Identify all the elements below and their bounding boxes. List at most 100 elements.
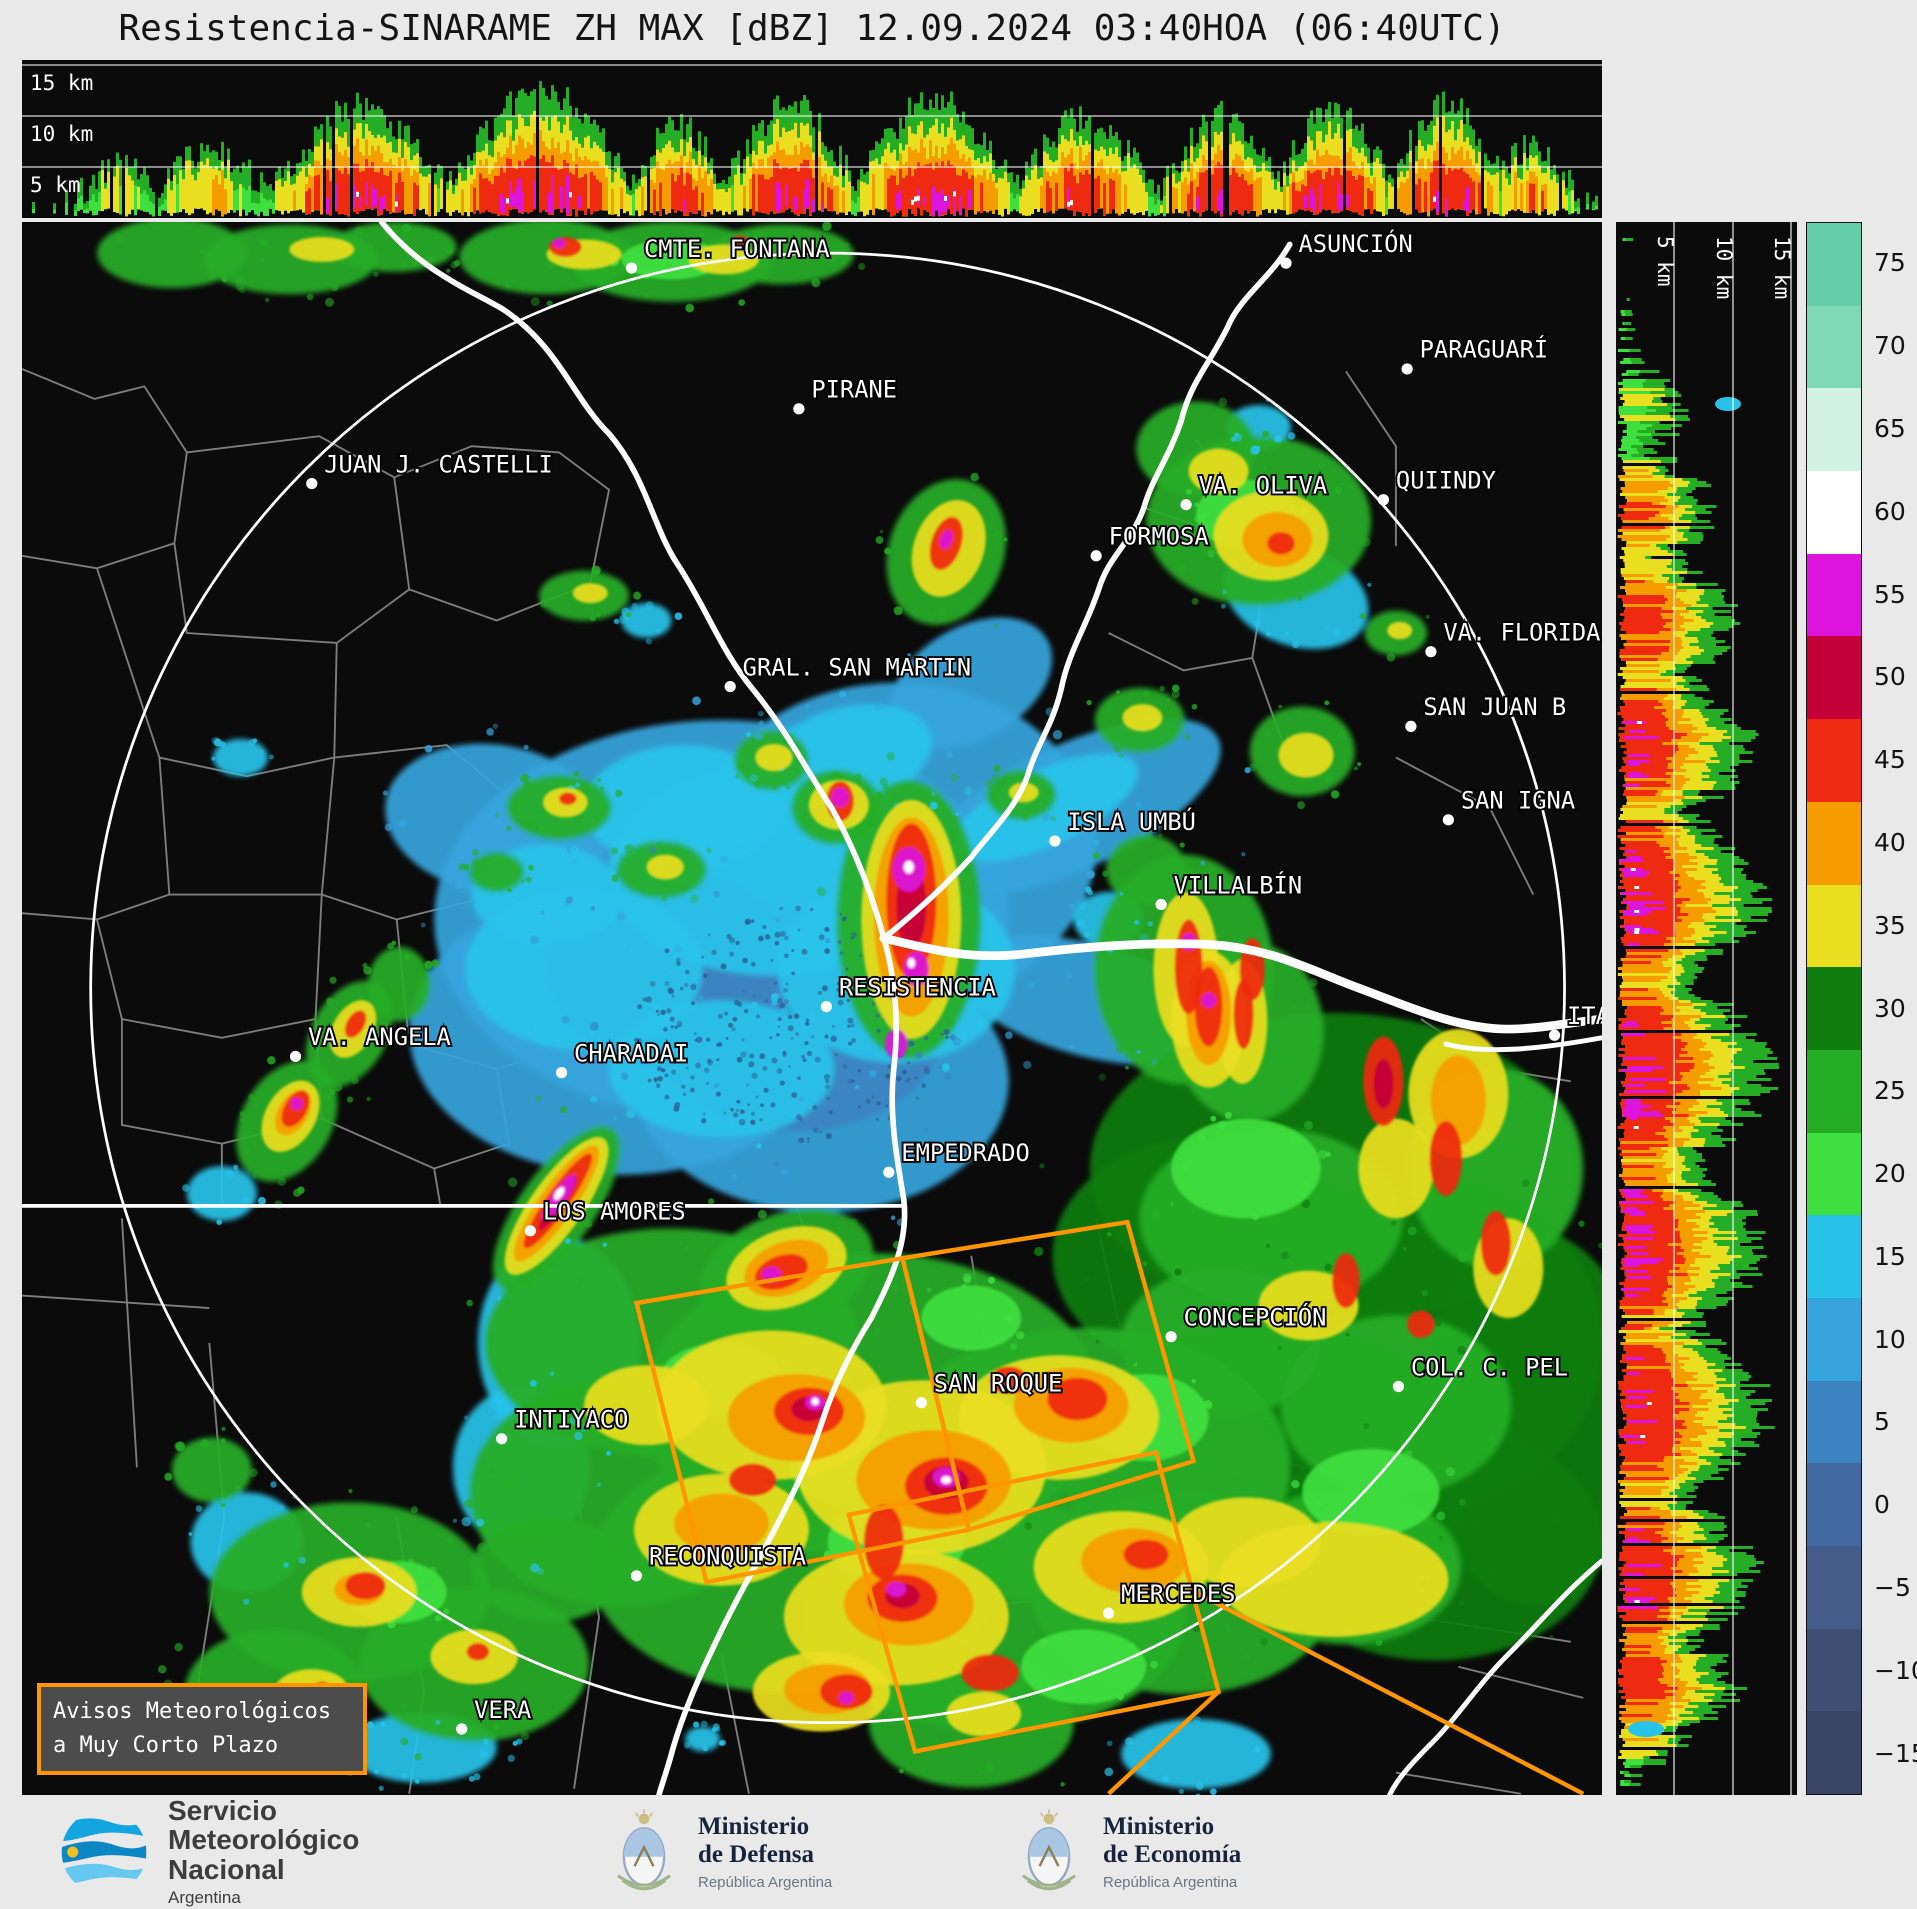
altitude-label-5km: 5 km xyxy=(1653,236,1677,287)
colorbar-tick-label: 0 xyxy=(1874,1490,1890,1520)
city-dot xyxy=(456,1723,468,1735)
city-dot xyxy=(1548,1029,1561,1041)
colorbar-tick-label: 65 xyxy=(1874,413,1906,443)
warning-polygon xyxy=(899,1219,1197,1533)
river-southeast xyxy=(1387,1558,1602,1795)
smn-name-line: Nacional xyxy=(168,1853,285,1885)
colorbar-tick-label: 75 xyxy=(1874,248,1906,278)
colorbar-tick-label: −15 xyxy=(1874,1738,1917,1768)
city-label: MERCEDES xyxy=(1121,1580,1235,1608)
colorbar-segment xyxy=(1807,388,1861,472)
city-label: RECONQUISTA xyxy=(649,1543,806,1571)
city-label: COL. C. PEL xyxy=(1411,1353,1568,1381)
radar-range-ring xyxy=(89,251,1566,1725)
city-label: ISLA UMBÚ xyxy=(1067,808,1196,836)
colorbar-segment xyxy=(1807,1049,1861,1133)
cross-section-right: 5 km 10 km 15 km xyxy=(1617,222,1794,1795)
colorbar-segment xyxy=(1807,471,1861,554)
colorbar-segment xyxy=(1807,1297,1861,1381)
altitude-label-10km: 10 km xyxy=(1712,236,1736,299)
city-label: ASUNCIÓN xyxy=(1298,230,1412,258)
warning-notice-line2: a Muy Corto Plazo xyxy=(53,1733,279,1759)
city-label: ITA xyxy=(1567,1002,1602,1030)
warning-notice-line1: Avisos Meteorológicos xyxy=(53,1699,332,1724)
city-label: PARAGUARÍ xyxy=(1420,336,1549,364)
city-label: CMTE. FONTANA xyxy=(644,235,830,263)
ministry-defensa-branding: Ministerio de Defensa República Argentin… xyxy=(608,1795,832,1909)
altitude-label-15km: 15 km xyxy=(30,71,93,95)
city-dot xyxy=(630,1570,643,1582)
coat-of-arms-icon xyxy=(1022,1809,1076,1891)
city-label: CHARADAI xyxy=(574,1039,688,1067)
altitude-label-15km: 15 km xyxy=(1770,236,1794,299)
city-label: EMPEDRADO xyxy=(901,1139,1030,1167)
city-label: SAN IGNA xyxy=(1461,787,1575,815)
city-label: VA. FLORIDA xyxy=(1443,619,1600,647)
river-parana-braid xyxy=(1443,1035,1602,1053)
ministry-line3: República Argentina xyxy=(698,1874,833,1891)
colorbar-segment xyxy=(1807,801,1861,885)
ministry-line1: Ministerio xyxy=(698,1813,810,1840)
river-paraguay-east xyxy=(881,241,1293,941)
city-label: VERA xyxy=(474,1696,531,1724)
city-dot xyxy=(883,1166,895,1178)
colorbar-segment xyxy=(1807,719,1861,802)
cross-section-top: 15 km 10 km 5 km xyxy=(22,64,1602,217)
colorbar-tick-label: 25 xyxy=(1874,1076,1906,1106)
colorbar-tick-label: −5 xyxy=(1874,1573,1911,1603)
cross-section-right-panel: 5 km 10 km 15 km xyxy=(1616,222,1797,1795)
altitude-gridlines: 5 km 10 km 15 km xyxy=(1653,222,1794,1795)
colorbar-tick-label: 40 xyxy=(1874,827,1906,857)
smn-branding: Servicio Meteorológico Nacional Argentin… xyxy=(58,1795,359,1909)
radar-map-panel: CMTE. FONTANA ASUNCIÓN PIRANE PARAGUARÍ JUAN… xyxy=(22,222,1602,1795)
colorbar-tick-label: 5 xyxy=(1874,1407,1890,1437)
city-dot xyxy=(1392,1380,1405,1393)
page-title: Resistencia-SINARAME ZH MAX [dBZ] 12.09.… xyxy=(118,8,1506,49)
colorbar-tick-label: 35 xyxy=(1874,910,1906,940)
city-dot xyxy=(1442,814,1454,826)
city-label: CONCEPCIÓN xyxy=(1184,1303,1327,1331)
colorbar-segment xyxy=(1807,884,1861,968)
warning-notice-box: Avisos Meteorológicos a Muy Corto Plazo xyxy=(37,1683,367,1776)
ministry-economia-branding: Ministerio de Economía República Argenti… xyxy=(1013,1795,1241,1909)
ministry-line2: de Economía xyxy=(1103,1840,1242,1868)
radar-map: CMTE. FONTANA ASUNCIÓN PIRANE PARAGUARÍ JUAN… xyxy=(22,222,1602,1795)
coat-of-arms-icon xyxy=(617,1809,671,1891)
colorbar-tick-label: 30 xyxy=(1874,993,1906,1023)
city-dot xyxy=(289,1050,302,1063)
river-parana-south xyxy=(656,935,908,1795)
city-dot xyxy=(496,1433,508,1445)
smn-name-line: Servicio xyxy=(168,1794,277,1826)
smn-logo xyxy=(61,1809,147,1895)
smn-name-line: Meteorológico xyxy=(168,1824,360,1856)
footer: Servicio Meteorológico Nacional Argentin… xyxy=(0,1795,1917,1909)
city-label: SAN ROQUE xyxy=(934,1370,1063,1398)
city-label: LOS AMORES xyxy=(543,1198,686,1226)
colorbar-segment xyxy=(1807,305,1861,389)
colorbar-segment xyxy=(1807,1711,1861,1795)
city-label: VILLALBÍN xyxy=(1174,871,1303,899)
colorbar-segment xyxy=(1807,1628,1861,1712)
city-dot xyxy=(555,1067,568,1079)
colorbar-segment xyxy=(1807,1132,1861,1216)
city-dot xyxy=(820,1001,832,1013)
city-dot xyxy=(1425,646,1437,658)
radar-echo-layer xyxy=(96,222,1602,1795)
city-dot xyxy=(1049,835,1061,847)
echo-blob xyxy=(1715,397,1741,411)
echo-blob xyxy=(1628,1721,1664,1737)
warning-polygon xyxy=(1107,1587,1585,1795)
city-dot xyxy=(1090,550,1102,562)
colorbar-segment xyxy=(1807,636,1861,720)
altitude-gridlines: 15 km 10 km 5 km xyxy=(22,64,1602,197)
city-label: INTIYACO xyxy=(514,1406,628,1434)
colorbar-tick-label: 10 xyxy=(1874,1324,1906,1354)
cross-section-top-panel: 15 km 10 km 5 km xyxy=(22,60,1602,218)
city-dot xyxy=(625,262,638,274)
city-label: PIRANE xyxy=(811,376,897,404)
rivers-and-range-ring xyxy=(22,222,1602,1795)
ministry-line1: Ministerio xyxy=(1103,1813,1215,1840)
colorbar-segment xyxy=(1807,1380,1861,1464)
warning-polygons xyxy=(633,1219,1585,1795)
